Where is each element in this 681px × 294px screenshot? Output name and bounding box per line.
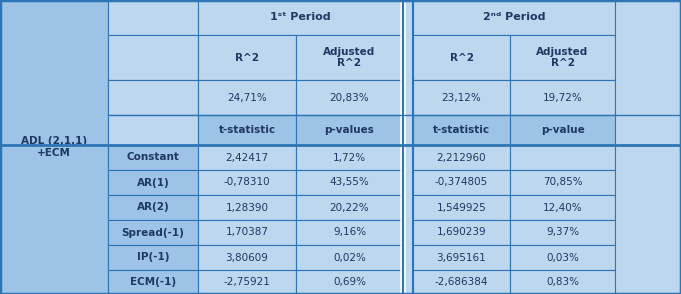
Text: 12,40%: 12,40%	[543, 203, 582, 213]
Text: R^2: R^2	[449, 53, 473, 63]
Text: p-value: p-value	[541, 125, 584, 135]
Bar	[108, 115, 198, 145]
Bar	[296, 80, 403, 115]
Text: 1,72%: 1,72%	[333, 153, 366, 163]
Bar	[198, 35, 296, 80]
Text: -0,374805: -0,374805	[435, 178, 488, 188]
Text: 2ⁿᵈ Period: 2ⁿᵈ Period	[483, 13, 545, 23]
Text: 1,70387: 1,70387	[225, 228, 268, 238]
Text: -2,75921: -2,75921	[223, 278, 270, 288]
Text: 3,695161: 3,695161	[437, 253, 486, 263]
Bar	[413, 195, 510, 220]
Bar	[108, 145, 198, 170]
Bar	[413, 245, 510, 270]
Bar	[403, 220, 413, 245]
Bar	[510, 270, 615, 294]
Bar	[403, 170, 413, 195]
Bar	[198, 115, 296, 145]
Bar	[296, 195, 403, 220]
Text: 1ˢᵗ Period: 1ˢᵗ Period	[270, 13, 331, 23]
Bar	[413, 115, 510, 145]
Bar	[108, 35, 198, 80]
Text: AR(2): AR(2)	[137, 203, 170, 213]
Bar	[198, 0, 403, 35]
Text: Spread(-1): Spread(-1)	[122, 228, 185, 238]
Text: Constant: Constant	[127, 153, 179, 163]
Bar	[510, 170, 615, 195]
Bar	[413, 80, 510, 115]
Bar	[198, 220, 296, 245]
Bar	[296, 270, 403, 294]
Text: 0,03%: 0,03%	[546, 253, 579, 263]
Text: ADL (2,1,1)
+ECM: ADL (2,1,1) +ECM	[21, 136, 87, 158]
Bar	[108, 80, 198, 115]
Text: -0,78310: -0,78310	[223, 178, 270, 188]
Bar	[296, 35, 403, 80]
Text: 23,12%: 23,12%	[441, 93, 481, 103]
Bar	[198, 145, 296, 170]
Text: 24,71%: 24,71%	[227, 93, 267, 103]
Bar	[108, 195, 198, 220]
Text: R^2: R^2	[235, 53, 259, 63]
Bar	[198, 270, 296, 294]
Bar	[296, 245, 403, 270]
Bar	[510, 245, 615, 270]
Text: 43,55%: 43,55%	[330, 178, 369, 188]
Text: 19,72%: 19,72%	[543, 93, 582, 103]
Text: 0,02%: 0,02%	[333, 253, 366, 263]
Text: 1,28390: 1,28390	[225, 203, 268, 213]
Text: 20,22%: 20,22%	[330, 203, 369, 213]
Bar	[403, 245, 413, 270]
Text: 0,69%: 0,69%	[333, 278, 366, 288]
Bar	[296, 170, 403, 195]
Bar	[413, 170, 510, 195]
Text: 70,85%: 70,85%	[543, 178, 582, 188]
Bar	[198, 245, 296, 270]
Bar	[108, 170, 198, 195]
Bar	[296, 220, 403, 245]
Bar	[413, 0, 615, 35]
Bar	[198, 170, 296, 195]
Bar	[510, 195, 615, 220]
Text: t-statistic: t-statistic	[219, 125, 276, 135]
Bar	[403, 145, 413, 170]
Bar	[510, 115, 615, 145]
Text: 2,212960: 2,212960	[437, 153, 486, 163]
Text: 3,80609: 3,80609	[225, 253, 268, 263]
Bar	[198, 195, 296, 220]
Text: 0,83%: 0,83%	[546, 278, 579, 288]
Bar	[403, 195, 413, 220]
Text: p-values: p-values	[325, 125, 375, 135]
Bar	[510, 220, 615, 245]
Bar	[198, 80, 296, 115]
Bar	[108, 0, 198, 35]
Text: Adjusted
R^2: Adjusted R^2	[537, 47, 588, 68]
Text: t-statistic: t-statistic	[433, 125, 490, 135]
Bar	[403, 0, 413, 35]
Bar	[108, 270, 198, 294]
Bar	[510, 35, 615, 80]
Text: 1,690239: 1,690239	[437, 228, 486, 238]
Text: 20,83%: 20,83%	[330, 93, 369, 103]
Bar	[403, 115, 413, 145]
Bar	[510, 80, 615, 115]
Text: IP(-1): IP(-1)	[137, 253, 170, 263]
Bar	[510, 145, 615, 170]
Text: ECM(-1): ECM(-1)	[130, 278, 176, 288]
Bar	[108, 220, 198, 245]
Bar	[413, 35, 510, 80]
Bar	[296, 145, 403, 170]
Text: 1,549925: 1,549925	[437, 203, 486, 213]
Bar	[108, 245, 198, 270]
Bar	[296, 115, 403, 145]
Text: 2,42417: 2,42417	[225, 153, 268, 163]
Text: -2,686384: -2,686384	[434, 278, 488, 288]
Bar	[413, 145, 510, 170]
Bar	[413, 220, 510, 245]
Bar	[413, 270, 510, 294]
Text: AR(1): AR(1)	[137, 178, 170, 188]
Bar	[403, 80, 413, 115]
Bar	[403, 35, 413, 80]
Text: 9,37%: 9,37%	[546, 228, 579, 238]
Text: 9,16%: 9,16%	[333, 228, 366, 238]
